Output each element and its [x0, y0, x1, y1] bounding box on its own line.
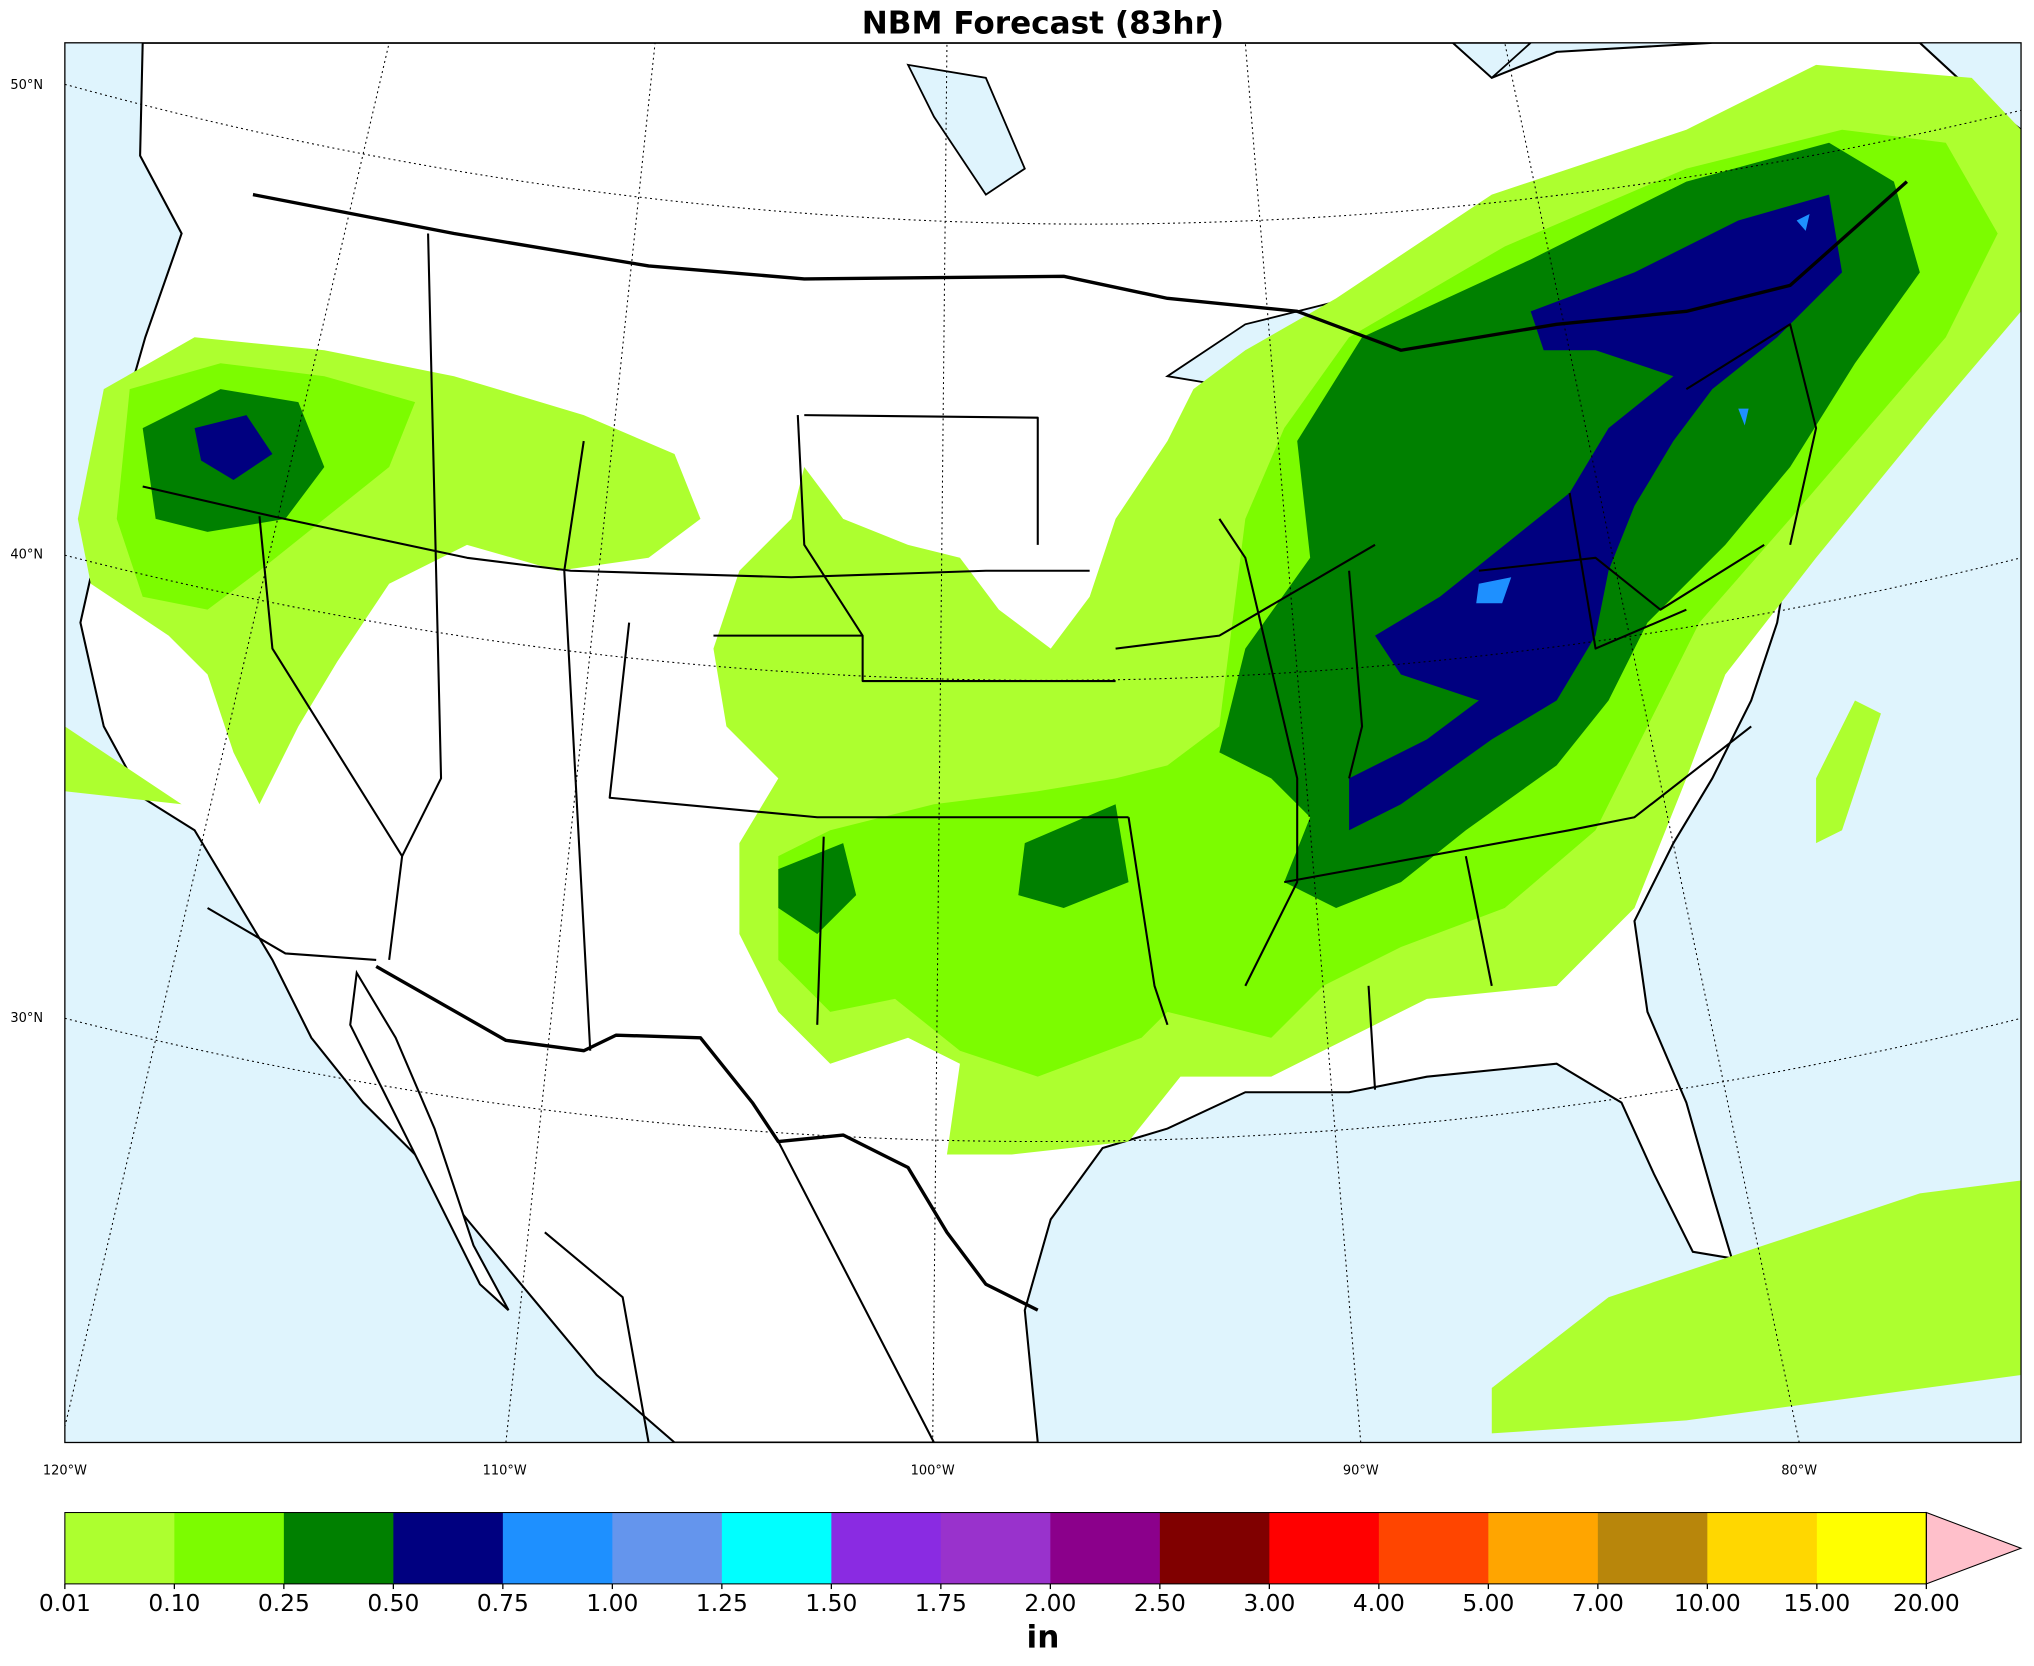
baja — [349, 969, 510, 1311]
colorbar-segment — [393, 1512, 504, 1584]
colorbar-label: 1.25 — [696, 1589, 748, 1617]
longitude-label: 120°W — [43, 1464, 87, 1479]
longitude-label: 100°W — [911, 1464, 955, 1479]
colorbar-segment — [1159, 1512, 1270, 1584]
graticule — [64, 42, 2022, 1443]
latitude-label: 50°N — [10, 78, 43, 93]
colorbar-label: 1.50 — [805, 1589, 857, 1617]
longitude-label: 110°W — [483, 1464, 527, 1479]
colorbar-label: 7.00 — [1572, 1589, 1624, 1617]
map-title: NBM Forecast (83hr) — [862, 6, 1224, 42]
colorbar: 0.01 0.10 0.25 0.50 0.75 1.00 1.25 1.50 1.75 2.00… — [39, 1511, 2023, 1655]
hudson-bay — [906, 42, 1533, 196]
colorbar-segment — [1050, 1512, 1161, 1584]
colorbar-segment — [1597, 1512, 1708, 1584]
colorbar-label: 0.75 — [477, 1589, 529, 1617]
latitude-label: 30°N — [10, 1011, 43, 1026]
colorbar-segment — [1378, 1512, 1489, 1584]
colorbar-segment — [283, 1512, 395, 1584]
colorbar-label: 0.10 — [148, 1589, 200, 1617]
colorbar-label: 1.75 — [915, 1589, 967, 1617]
colorbar-label: 15.00 — [1783, 1589, 1850, 1617]
colorbar-outline — [64, 1512, 1927, 1585]
colorbar-unit: in — [1027, 1619, 1060, 1655]
longitude-label: 90°W — [1343, 1464, 1379, 1479]
precip-0.75 — [1476, 214, 1810, 604]
colorbar-segment — [1488, 1512, 1599, 1584]
colorbar-segment — [1707, 1512, 1818, 1584]
colorbar-segment — [502, 1512, 614, 1584]
colorbar-label: 2.00 — [1024, 1589, 1076, 1617]
colorbar-extension — [1925, 1511, 2023, 1585]
colorbar-segment — [721, 1512, 833, 1584]
colorbar-segment — [612, 1512, 723, 1584]
latitude-label: 40°N — [10, 548, 43, 563]
colorbar-segment — [1269, 1512, 1380, 1584]
map — [64, 42, 2022, 1444]
colorbar-label: 4.00 — [1353, 1589, 1405, 1617]
colorbar-label: 0.25 — [258, 1589, 310, 1617]
map-frame — [64, 42, 2022, 1444]
colorbar-segment — [174, 1512, 285, 1584]
colorbar-segment — [940, 1512, 1051, 1584]
longitude-label: 80°W — [1781, 1464, 1817, 1479]
colorbar-segment — [1816, 1512, 1927, 1584]
colorbar-label: 0.50 — [367, 1589, 419, 1617]
colorbar-label: 3.00 — [1243, 1589, 1295, 1617]
colorbar-label: 1.00 — [586, 1589, 638, 1617]
colorbar-segment — [64, 1512, 176, 1584]
colorbar-segment — [831, 1512, 942, 1584]
colorbar-label: 10.00 — [1674, 1589, 1741, 1617]
colorbar-label: 0.01 — [39, 1589, 91, 1617]
colorbar-label: 20.00 — [1893, 1589, 1960, 1617]
colorbar-label: 5.00 — [1462, 1589, 1514, 1617]
borders — [142, 180, 1909, 1443]
colorbar-label: 2.50 — [1134, 1589, 1186, 1617]
precip-0.50 — [194, 194, 1843, 831]
